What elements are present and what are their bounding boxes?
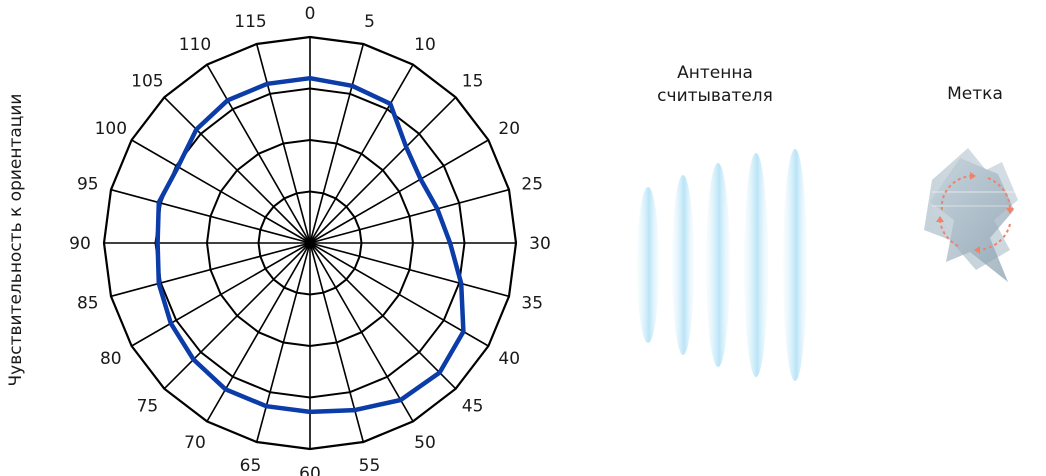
polar-grid-spoke bbox=[110, 188, 311, 244]
polar-grid-spoke bbox=[309, 242, 414, 422]
antenna-wave bbox=[783, 149, 807, 381]
tag-label: Метка bbox=[947, 84, 1003, 104]
polar-grid-spoke bbox=[206, 64, 311, 244]
angle-tick-label: 30 bbox=[529, 234, 551, 254]
angle-tick-label: 85 bbox=[77, 294, 99, 314]
polar-grid-spoke bbox=[131, 139, 311, 244]
polar-grid-spoke bbox=[131, 242, 311, 347]
polar-grid-spoke bbox=[255, 43, 311, 244]
angle-tick-label: 45 bbox=[462, 397, 484, 417]
antenna-waves-icon bbox=[637, 149, 807, 381]
angle-tick-label: 75 bbox=[137, 397, 159, 417]
angle-tick-label: 20 bbox=[498, 119, 520, 139]
angle-tick-label: 80 bbox=[100, 349, 122, 369]
sensitivity-pattern-line bbox=[155, 75, 466, 415]
polar-grid-spoke bbox=[309, 242, 489, 347]
angle-tick-label: 25 bbox=[521, 175, 543, 195]
angle-tick-label: 105 bbox=[131, 71, 163, 91]
polar-grid-spoke bbox=[309, 242, 510, 298]
angle-tick-label: 60 bbox=[299, 464, 321, 476]
antenna-wave bbox=[637, 187, 659, 343]
rotation-arrows-icon bbox=[939, 175, 1011, 251]
reader-antenna-label-line1: Антенна bbox=[677, 63, 753, 83]
angle-tick-label: 35 bbox=[521, 294, 543, 314]
angle-tick-label: 15 bbox=[462, 71, 484, 91]
polar-grid-spoke bbox=[309, 96, 457, 244]
polar-grid-spoke bbox=[163, 242, 311, 390]
polar-grid-spoke bbox=[309, 64, 414, 244]
polar-grid-spoke bbox=[309, 188, 510, 244]
tag-plane-front bbox=[930, 158, 1014, 282]
polar-grid-spoke bbox=[309, 139, 489, 244]
polar-grid-spoke bbox=[309, 43, 365, 244]
angle-tick-label: 10 bbox=[414, 35, 436, 55]
angle-tick-label: 70 bbox=[184, 433, 206, 453]
antenna-wave bbox=[672, 175, 694, 355]
angle-tick-label: 5 bbox=[364, 12, 375, 32]
polar-grid-spoke bbox=[206, 242, 311, 422]
polar-grid-spoke bbox=[110, 242, 311, 298]
angle-tick-label: 65 bbox=[240, 456, 262, 476]
reader-antenna-label-line2: считывателя bbox=[657, 86, 773, 106]
reader-antenna-label: Антенна считывателя bbox=[620, 62, 810, 108]
polar-grid-spoke bbox=[255, 242, 311, 443]
angle-tick-label: 100 bbox=[95, 119, 127, 139]
angle-tick-label: 40 bbox=[498, 349, 520, 369]
angle-tick-label: 55 bbox=[359, 456, 381, 476]
polar-grid-spoke bbox=[163, 96, 311, 244]
angle-tick-label: 110 bbox=[179, 35, 211, 55]
angle-tick-label: 95 bbox=[77, 175, 99, 195]
angle-tick-label: 115 bbox=[234, 12, 266, 32]
antenna-wave bbox=[706, 163, 730, 367]
angle-tick-label: 0 bbox=[305, 4, 316, 24]
rfid-tag-icon bbox=[924, 148, 1018, 282]
polar-grid-spoke bbox=[309, 242, 457, 390]
angle-tick-label: 90 bbox=[69, 234, 91, 254]
angle-tick-label: 50 bbox=[414, 433, 436, 453]
polar-chart: 0 5 10 15 20 25 30 35 40 45 50 55 60 65 70 75 80 85 90 95 10… bbox=[69, 4, 551, 476]
antenna-wave bbox=[744, 153, 768, 377]
